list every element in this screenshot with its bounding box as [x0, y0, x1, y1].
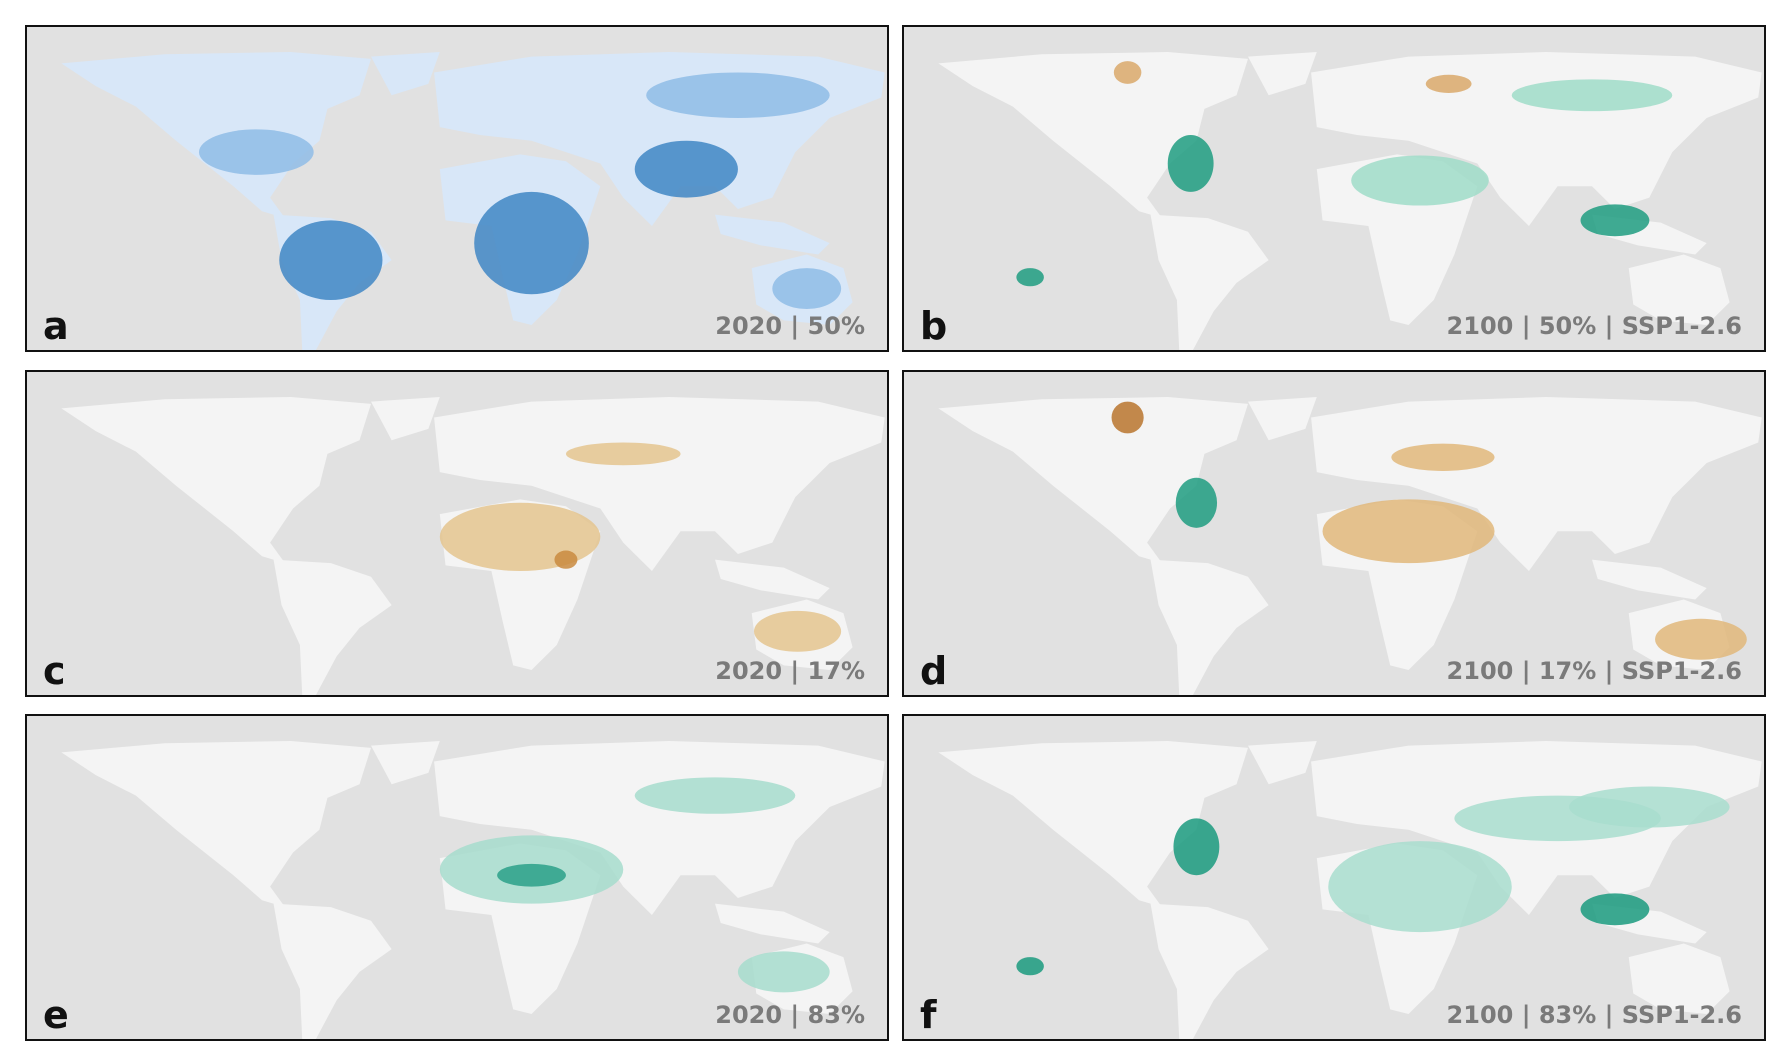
panel-letter: b — [920, 304, 948, 348]
map-panel: e 2020 | 83% — [25, 714, 889, 1041]
map-panel: d 2100 | 17% | SSP1-2.6 — [902, 370, 1766, 697]
panel-caption: 2100 | 83% | SSP1-2.6 — [1446, 1001, 1742, 1029]
panel-letter: c — [43, 649, 66, 693]
map-region — [1175, 477, 1218, 528]
australia — [1628, 943, 1730, 1014]
map-region — [1580, 204, 1650, 237]
map-region — [737, 951, 830, 993]
se-asia — [715, 903, 830, 944]
north-america — [938, 52, 1248, 219]
map-region — [1016, 957, 1044, 976]
map-region — [1113, 61, 1142, 84]
north-america — [61, 397, 372, 564]
panel-caption: 2100 | 50% | SSP1-2.6 — [1446, 312, 1742, 340]
map-panel: f 2100 | 83% | SSP1-2.6 — [902, 714, 1766, 1041]
map-panel: c 2020 | 17% — [25, 370, 889, 697]
south-america — [273, 559, 392, 695]
south-america — [1150, 903, 1269, 1039]
map-panel: a 2020 | 50% — [25, 25, 889, 352]
south-america — [1150, 214, 1269, 350]
se-asia — [715, 214, 830, 255]
map-region — [474, 191, 589, 295]
panel-letter: e — [43, 993, 69, 1037]
map-region — [199, 129, 314, 175]
map-region — [753, 610, 842, 652]
north-america — [61, 741, 372, 908]
map — [938, 741, 1762, 1039]
map-region — [634, 140, 738, 198]
panel-letter: d — [920, 649, 948, 693]
map-region — [1111, 401, 1144, 434]
se-asia — [1592, 559, 1707, 600]
greenland — [1248, 52, 1317, 96]
map-region — [565, 442, 681, 466]
greenland — [1248, 741, 1317, 785]
map-region — [1391, 443, 1495, 471]
map-region — [634, 777, 796, 814]
map-region — [1511, 79, 1673, 112]
map-panel: b 2100 | 50% | SSP1-2.6 — [902, 25, 1766, 352]
se-asia — [715, 559, 830, 600]
south-america — [273, 903, 392, 1039]
map-region — [772, 268, 842, 310]
eurasia — [434, 397, 885, 572]
map-region — [1580, 893, 1650, 926]
north-america — [938, 741, 1248, 908]
map-region — [279, 220, 383, 300]
panel-caption: 2100 | 17% | SSP1-2.6 — [1446, 657, 1742, 685]
map-region — [497, 863, 566, 887]
panel-caption: 2020 | 50% — [715, 312, 865, 340]
map-region — [1016, 268, 1044, 287]
map-region — [1655, 618, 1747, 660]
map-region — [1173, 818, 1220, 876]
north-america — [938, 397, 1248, 564]
greenland — [371, 52, 440, 96]
map — [938, 52, 1762, 350]
panel-letter: a — [43, 304, 69, 348]
map — [61, 741, 885, 1039]
north-america — [61, 52, 372, 219]
map-region — [1425, 74, 1472, 93]
map-region — [554, 550, 578, 569]
map-region — [646, 72, 830, 118]
panel-letter: f — [920, 993, 937, 1037]
map-region — [1351, 155, 1489, 206]
greenland — [371, 741, 440, 785]
map-region — [1569, 786, 1730, 828]
map — [938, 397, 1762, 695]
eurasia — [1311, 397, 1762, 572]
map-region — [1167, 135, 1214, 192]
map — [61, 52, 885, 350]
map-region — [1322, 499, 1495, 564]
australia — [1628, 254, 1730, 325]
map — [61, 397, 885, 695]
greenland — [371, 397, 440, 441]
panel-caption: 2020 | 17% — [715, 657, 865, 685]
south-america — [1150, 559, 1269, 695]
map-region — [1328, 841, 1512, 933]
panel-caption: 2020 | 83% — [715, 1001, 865, 1029]
greenland — [1248, 397, 1317, 441]
